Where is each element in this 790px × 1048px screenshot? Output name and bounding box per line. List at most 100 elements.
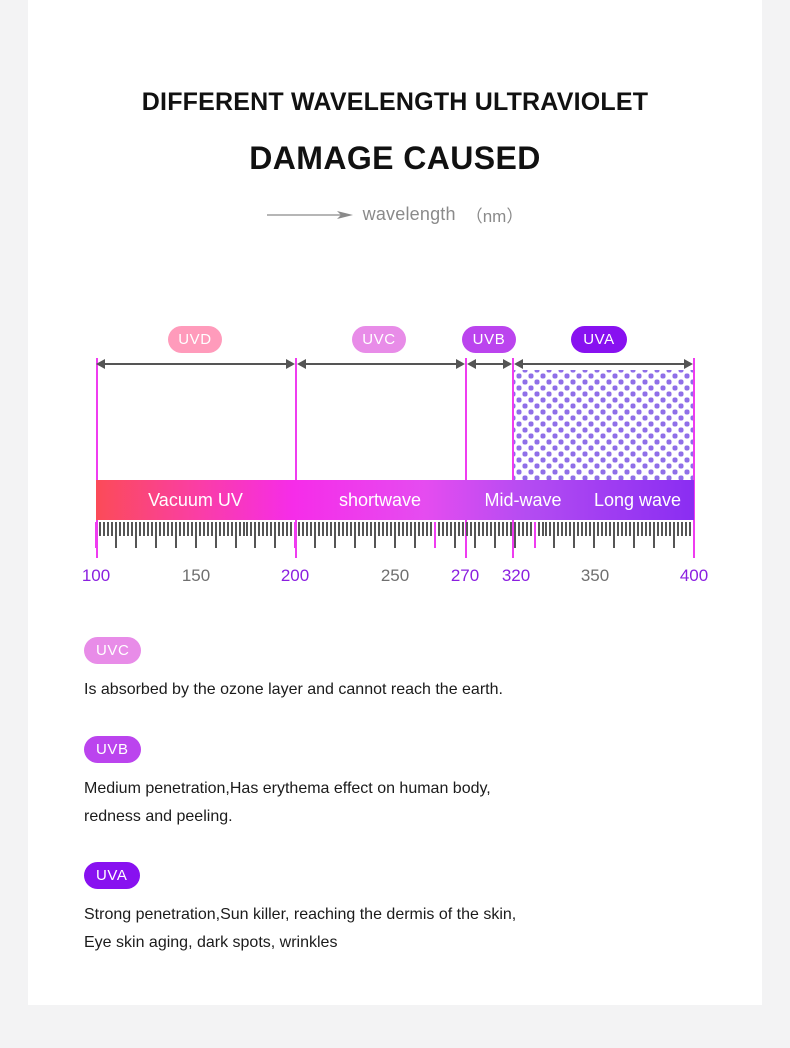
ruler-tick	[182, 522, 185, 536]
band-line-320	[512, 358, 514, 558]
band-badge-uvd: UVD	[168, 326, 222, 353]
ruler-tick	[661, 522, 664, 536]
ruler-tick	[617, 522, 620, 536]
band-span-arrow-uvd	[96, 358, 295, 370]
ruler-tick	[210, 522, 213, 536]
info-block-uvb: UVB Medium penetration,Has erythema effe…	[84, 736, 724, 831]
band-span-arrows	[28, 358, 762, 370]
ruler-tick	[390, 522, 392, 536]
ruler-tick	[142, 522, 145, 536]
ruler-tick	[561, 522, 564, 536]
ruler-tick	[605, 522, 608, 536]
axis-tick-label-270: 270	[450, 566, 480, 585]
ruler-tick	[633, 522, 636, 548]
ruler-tick	[106, 522, 109, 536]
ruler-tick	[114, 522, 117, 548]
axis-tick-label-200: 200	[280, 566, 310, 585]
ruler-tick	[314, 522, 317, 548]
info-badge-uvc: UVC	[84, 637, 142, 664]
info-text-uva-line2: Eye skin aging, dark spots, wrinkles	[84, 934, 338, 951]
ruler-tick	[378, 522, 381, 536]
ruler-tick	[533, 522, 536, 548]
band-badge-uvc: UVC	[352, 326, 406, 353]
ruler-tick	[569, 522, 572, 536]
ruler-tick	[286, 522, 289, 536]
ruler-tick	[405, 522, 408, 536]
ruler-tick	[541, 522, 544, 536]
ruler-tick	[362, 522, 365, 536]
band-badge-uva: UVA	[571, 326, 627, 353]
page-title-line1: DIFFERENT WAVELENGTH ULTRAVIOLET	[141, 88, 649, 116]
ruler-tick	[657, 522, 660, 536]
ruler-tick	[242, 522, 245, 536]
ruler-tick	[330, 522, 333, 536]
ruler-tick	[593, 522, 596, 548]
ruler-tick	[98, 522, 101, 536]
band-badge-uvb-label: UVB	[472, 331, 506, 348]
info-block-uvc: UVC Is absorbed by the ozone layer and c…	[84, 637, 724, 704]
axis-tick-label-320: 320	[501, 566, 531, 585]
ruler-tick	[449, 522, 452, 536]
ruler-tick	[401, 522, 404, 536]
spectrum-gradient-bar: Vacuum UV shortwave Mid-wave Long wave	[96, 480, 694, 520]
ruler-tick	[146, 522, 149, 536]
ruler-tick	[366, 522, 369, 536]
ruler-tick	[234, 522, 237, 548]
band-line-200	[295, 358, 297, 558]
ruler-tick	[342, 522, 345, 536]
ruler-tick	[645, 522, 648, 536]
ruler-tick	[481, 522, 484, 536]
ruler-tick	[429, 522, 432, 536]
ruler-tick	[202, 522, 205, 536]
ruler-tick	[677, 522, 680, 536]
ruler-tick	[501, 522, 504, 536]
ruler-tick	[354, 522, 357, 548]
ruler-tick	[497, 522, 500, 536]
ruler-tick	[673, 522, 676, 548]
info-text-uvb-line2: redness and peeling.	[84, 808, 233, 825]
ruler-tick	[681, 522, 684, 536]
ruler-tick	[338, 522, 341, 536]
ruler-tick	[122, 522, 125, 536]
spectrum-segment-vacuum-uv: Vacuum UV	[96, 480, 295, 520]
info-badge-label: UVA	[96, 867, 128, 884]
ruler-tick	[282, 522, 285, 536]
ruler-tick	[609, 522, 612, 536]
band-badge-uva-label: UVA	[583, 331, 615, 348]
ruler-tick	[597, 522, 600, 536]
ruler-tick	[266, 522, 269, 536]
band-line-270	[465, 358, 467, 558]
subtitle-row: wavelength （nm）	[28, 202, 762, 227]
info-text-uvb-line1: Medium penetration,Has erythema effect o…	[84, 780, 491, 797]
ruler-tick	[445, 522, 448, 536]
ruler-tick	[250, 522, 253, 536]
ruler-tick	[278, 522, 281, 536]
ruler-tick	[186, 522, 189, 536]
ruler-tick	[214, 522, 217, 548]
ruler-tick	[386, 522, 389, 536]
ruler-tick	[306, 522, 309, 536]
ruler-tick	[517, 522, 520, 536]
ruler-tick	[613, 522, 616, 548]
ruler-tick	[457, 522, 460, 536]
band-line-400	[693, 358, 695, 558]
ruler-tick	[581, 522, 584, 536]
axis-tick-label-150: 150	[181, 566, 211, 585]
ruler-tick	[601, 522, 604, 536]
axis-tick-label-350: 350	[580, 566, 610, 585]
ruler-tick	[230, 522, 233, 536]
ruler-tick	[138, 522, 141, 536]
ruler-tick	[421, 522, 424, 536]
ruler-tick	[262, 522, 265, 536]
page-title-line2: DAMAGE CAUSED	[249, 140, 541, 176]
band-span-arrow-uvb	[467, 358, 512, 370]
ruler-tick	[322, 522, 325, 536]
ruler-tick	[565, 522, 568, 536]
band-line-100	[96, 358, 98, 558]
ruler-tick	[573, 522, 576, 548]
ruler-tick	[394, 522, 396, 548]
ruler-tick	[461, 522, 464, 536]
ruler-tick	[118, 522, 121, 536]
spectrum-segment-mid-wave: Mid-wave	[465, 480, 581, 520]
ruler-tick	[685, 522, 688, 536]
